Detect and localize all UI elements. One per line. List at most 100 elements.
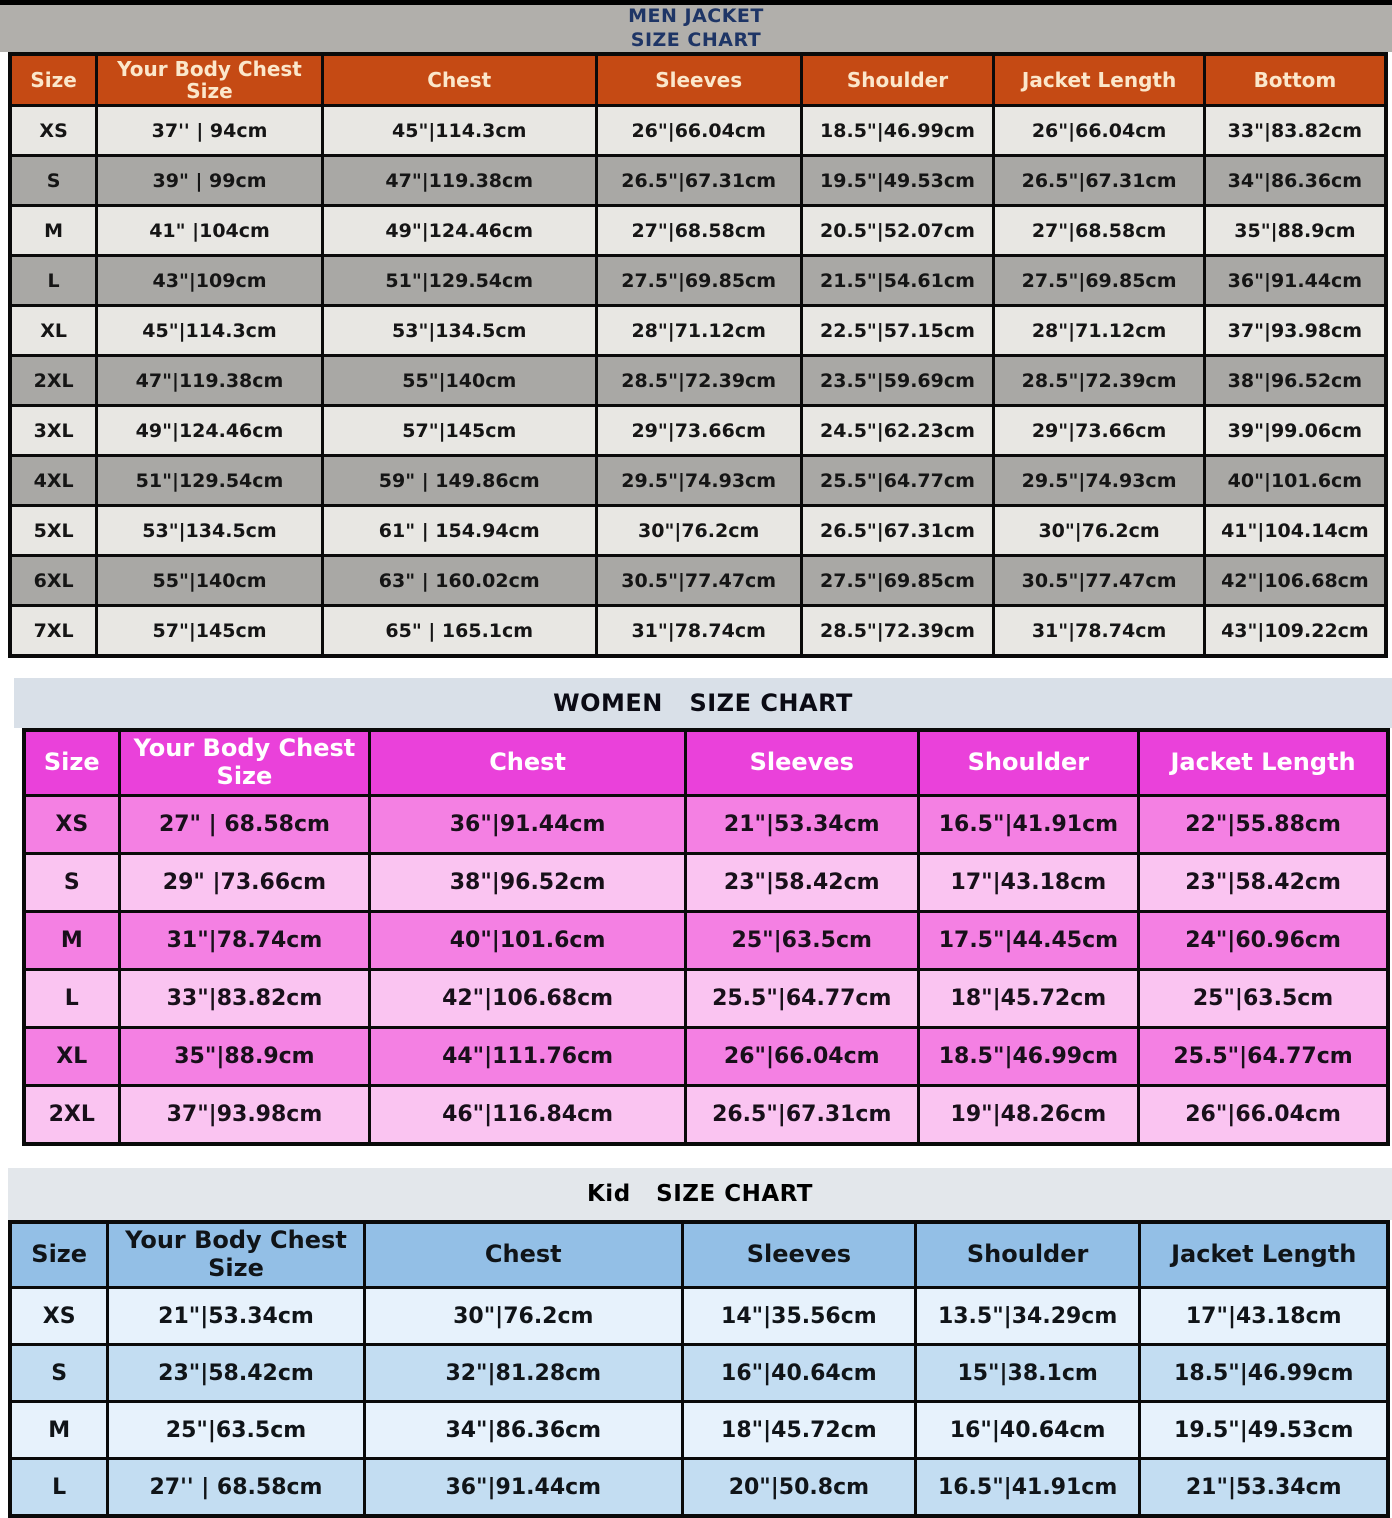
table-row: 7XL 57"|145cm 65" | 165.1cm 31"|78.74cm 28.5… bbox=[8, 604, 1388, 658]
size-label-cell: XS bbox=[22, 794, 121, 855]
table-row: M 31"|78.74cm 40"|101.6cm 25"|63.5cm 17.5"|4… bbox=[22, 910, 1390, 971]
measurement-cell: 30"|76.2cm bbox=[594, 504, 803, 557]
measurement-cell: 18"|45.72cm bbox=[680, 1400, 917, 1460]
measurement-cell: 25.5"|64.77cm bbox=[1137, 1026, 1390, 1087]
measurement-cell: 65" | 165.1cm bbox=[320, 604, 598, 658]
measurement-cell: 23"|58.42cm bbox=[1137, 852, 1390, 913]
measurement-cell: 18"|45.72cm bbox=[916, 968, 1141, 1029]
measurement-cell: 30"|76.2cm bbox=[362, 1286, 684, 1346]
size-label-cell: XL bbox=[8, 304, 99, 357]
column-header: Size bbox=[8, 1220, 110, 1289]
measurement-cell: 46"|116.84cm bbox=[368, 1084, 687, 1146]
measurement-cell: 26"|66.04cm bbox=[594, 104, 803, 157]
measurement-cell: 63" | 160.02cm bbox=[320, 554, 598, 607]
measurement-cell: 15"|38.1cm bbox=[913, 1343, 1142, 1403]
measurement-cell: 40"|101.6cm bbox=[368, 910, 687, 971]
measurement-cell: 27.5"|69.85cm bbox=[992, 254, 1206, 307]
kid-chart-title: Kid SIZE CHART bbox=[586, 1181, 813, 1207]
measurement-cell: 36"|91.44cm bbox=[368, 794, 687, 855]
men-chart-title-line1: MEN JACKET bbox=[628, 5, 764, 28]
measurement-cell: 31"|78.74cm bbox=[594, 604, 803, 658]
measurement-cell: 30"|76.2cm bbox=[992, 504, 1206, 557]
measurement-cell: 22.5"|57.15cm bbox=[799, 304, 996, 357]
table-row: L 33"|83.82cm 42"|106.68cm 25.5"|64.77cm 18"… bbox=[22, 968, 1390, 1029]
measurement-cell: 34"|86.36cm bbox=[1202, 154, 1388, 207]
measurement-cell: 53"|134.5cm bbox=[95, 504, 324, 557]
table-row: 3XL 49"|124.46cm 57"|145cm 29"|73.66cm 24.5"… bbox=[8, 404, 1388, 457]
measurement-cell: 31"|78.74cm bbox=[992, 604, 1206, 658]
measurement-cell: 57"|145cm bbox=[95, 604, 324, 658]
measurement-cell: 61" | 154.94cm bbox=[320, 504, 598, 557]
size-label-cell: 2XL bbox=[22, 1084, 121, 1146]
measurement-cell: 16.5"|41.91cm bbox=[913, 1457, 1142, 1518]
kid-chart-title-band: Kid SIZE CHART bbox=[8, 1168, 1392, 1220]
measurement-cell: 23"|58.42cm bbox=[683, 852, 920, 913]
measurement-cell: 53"|134.5cm bbox=[320, 304, 598, 357]
kid-size-table: Size Your Body Chest Size Chest Sleeves Shou… bbox=[8, 1220, 1390, 1518]
measurement-cell: 19.5"|49.53cm bbox=[1138, 1400, 1390, 1460]
measurement-cell: 25.5"|64.77cm bbox=[683, 968, 920, 1029]
measurement-cell: 29.5"|74.93cm bbox=[594, 454, 803, 507]
measurement-cell: 19.5"|49.53cm bbox=[799, 154, 996, 207]
measurement-cell: 27.5"|69.85cm bbox=[799, 554, 996, 607]
measurement-cell: 25"|63.5cm bbox=[683, 910, 920, 971]
men-size-table: Size Your Body Chest Size Chest Sleeves Shou… bbox=[8, 52, 1388, 658]
column-header: Jacket Length bbox=[1138, 1220, 1390, 1289]
measurement-cell: 16"|40.64cm bbox=[680, 1343, 917, 1403]
measurement-cell: 22"|55.88cm bbox=[1137, 794, 1390, 855]
measurement-cell: 20.5"|52.07cm bbox=[799, 204, 996, 257]
measurement-cell: 34"|86.36cm bbox=[362, 1400, 684, 1460]
measurement-cell: 17"|43.18cm bbox=[1138, 1286, 1390, 1346]
measurement-cell: 19"|48.26cm bbox=[916, 1084, 1141, 1146]
measurement-cell: 21"|53.34cm bbox=[1138, 1457, 1390, 1518]
table-row: XL 35"|88.9cm 44"|111.76cm 26"|66.04cm 18.5"… bbox=[22, 1026, 1390, 1087]
table-row: XS 37'' | 94cm 45"|114.3cm 26"|66.04cm 18.5"… bbox=[8, 104, 1388, 157]
measurement-cell: 39"|99.06cm bbox=[1202, 404, 1388, 457]
measurement-cell: 25.5"|64.77cm bbox=[799, 454, 996, 507]
column-header: Sleeves bbox=[683, 728, 920, 797]
measurement-cell: 45"|114.3cm bbox=[95, 304, 324, 357]
measurement-cell: 25"|63.5cm bbox=[106, 1400, 366, 1460]
measurement-cell: 17"|43.18cm bbox=[916, 852, 1141, 913]
measurement-cell: 29"|73.66cm bbox=[594, 404, 803, 457]
measurement-cell: 49"|124.46cm bbox=[95, 404, 324, 457]
measurement-cell: 37"|93.98cm bbox=[117, 1084, 372, 1146]
size-label-cell: 3XL bbox=[8, 404, 99, 457]
measurement-cell: 27"|68.58cm bbox=[594, 204, 803, 257]
measurement-cell: 51"|129.54cm bbox=[95, 454, 324, 507]
measurement-cell: 16.5"|41.91cm bbox=[916, 794, 1141, 855]
measurement-cell: 55"|140cm bbox=[95, 554, 324, 607]
measurement-cell: 32"|81.28cm bbox=[362, 1343, 684, 1403]
measurement-cell: 27.5"|69.85cm bbox=[594, 254, 803, 307]
table-row: M 25"|63.5cm 34"|86.36cm 18"|45.72cm 16"|40.… bbox=[8, 1400, 1390, 1460]
women-chart-title: WOMEN SIZE CHART bbox=[553, 689, 853, 717]
column-header: Shoulder bbox=[913, 1220, 1142, 1289]
measurement-cell: 14"|35.56cm bbox=[680, 1286, 917, 1346]
measurement-cell: 57"|145cm bbox=[320, 404, 598, 457]
section-gap bbox=[0, 1146, 1392, 1168]
size-label-cell: L bbox=[8, 254, 99, 307]
measurement-cell: 18.5"|46.99cm bbox=[1138, 1343, 1390, 1403]
measurement-cell: 28.5"|72.39cm bbox=[799, 604, 996, 658]
size-label-cell: M bbox=[22, 910, 121, 971]
measurement-cell: 26.5"|67.31cm bbox=[992, 154, 1206, 207]
measurement-cell: 18.5"|46.99cm bbox=[799, 104, 996, 157]
measurement-cell: 44"|111.76cm bbox=[368, 1026, 687, 1087]
measurement-cell: 40"|101.6cm bbox=[1202, 454, 1388, 507]
section-gap bbox=[0, 658, 1392, 678]
size-label-cell: 4XL bbox=[8, 454, 99, 507]
table-row: 6XL 55"|140cm 63" | 160.02cm 30.5"|77.47cm 2… bbox=[8, 554, 1388, 607]
measurement-cell: 21"|53.34cm bbox=[683, 794, 920, 855]
column-header: Chest bbox=[362, 1220, 684, 1289]
table-row: 5XL 53"|134.5cm 61" | 154.94cm 30"|76.2cm 26… bbox=[8, 504, 1388, 557]
size-label-cell: S bbox=[8, 1343, 110, 1403]
measurement-cell: 26.5"|67.31cm bbox=[683, 1084, 920, 1146]
table-row: 2XL 37"|93.98cm 46"|116.84cm 26.5"|67.31cm 1… bbox=[22, 1084, 1390, 1146]
table-row: XL 45"|114.3cm 53"|134.5cm 28"|71.12cm 22.5"… bbox=[8, 304, 1388, 357]
measurement-cell: 49"|124.46cm bbox=[320, 204, 598, 257]
measurement-cell: 59" | 149.86cm bbox=[320, 454, 598, 507]
size-label-cell: S bbox=[22, 852, 121, 913]
measurement-cell: 30.5"|77.47cm bbox=[594, 554, 803, 607]
table-row: L 43"|109cm 51"|129.54cm 27.5"|69.85cm 21.5"… bbox=[8, 254, 1388, 307]
